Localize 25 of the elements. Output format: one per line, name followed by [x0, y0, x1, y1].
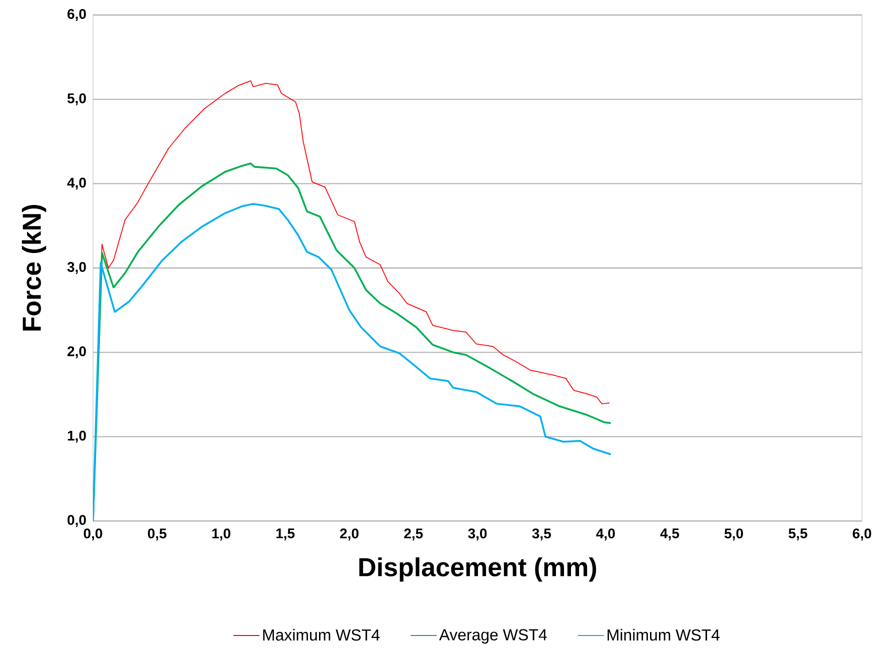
- y-tick-label: 2,0: [68, 346, 86, 358]
- x-axis-title: Displacement (mm): [359, 557, 596, 582]
- x-tick-label: 5,5: [788, 528, 808, 540]
- legend-label: Average WST4: [439, 629, 547, 644]
- y-tick-label: 6,0: [68, 9, 86, 21]
- x-tick-label: 4,0: [596, 528, 615, 540]
- x-tick-label: 0,0: [84, 528, 102, 540]
- x-tick-label: 3,0: [468, 528, 487, 540]
- x-tick-label: 1,5: [276, 528, 295, 540]
- x-tick-label: 4,5: [660, 528, 680, 540]
- x-tick-label: 0,5: [148, 528, 166, 540]
- y-tick-label: 3,0: [67, 262, 86, 274]
- legend-label: Minimum WST4: [608, 628, 720, 641]
- legend-label: Maximum WST4: [263, 628, 380, 641]
- y-tick-label: 0,0: [68, 515, 86, 527]
- x-tick-label: 5,0: [724, 528, 743, 540]
- y-tick-label: 5,0: [67, 93, 86, 106]
- x-tick-label: 1,0: [212, 528, 230, 540]
- y-tick-label: 1,0: [68, 430, 86, 443]
- x-tick-label: 6,0: [852, 528, 872, 540]
- x-tick-label: 3,5: [532, 528, 551, 540]
- y-tick-label: 4,0: [67, 178, 86, 190]
- x-tick-label: 2,0: [340, 528, 358, 540]
- y-axis-title: Force (kN): [22, 205, 46, 331]
- x-tick-label: 2,5: [404, 528, 423, 540]
